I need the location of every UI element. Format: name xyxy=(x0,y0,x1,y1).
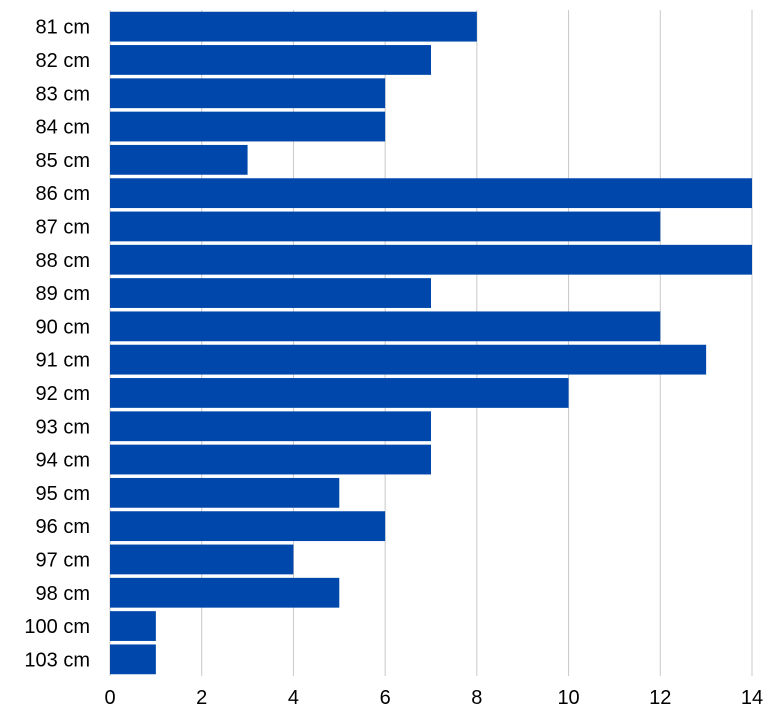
bar xyxy=(110,211,661,242)
x-tick-label: 6 xyxy=(380,687,391,709)
bar xyxy=(110,45,431,75)
bar xyxy=(110,577,340,608)
bar xyxy=(110,477,340,508)
category-label: 100 cm xyxy=(24,616,90,638)
x-tick-label: 14 xyxy=(741,687,763,709)
category-label: 87 cm xyxy=(36,216,90,238)
category-label: 84 cm xyxy=(36,117,90,139)
category-label: 98 cm xyxy=(36,583,90,605)
category-labels: 81 cm 82 cm 83 cm 84 cm 85 cm 86 cm 87 cm 88 cm… xyxy=(24,17,90,672)
category-label: 82 cm xyxy=(36,50,90,72)
bar xyxy=(110,11,477,42)
grid-lines xyxy=(109,10,753,676)
category-label: 92 cm xyxy=(36,383,90,405)
bar xyxy=(110,644,156,675)
bar xyxy=(110,544,294,575)
x-tick-label: 8 xyxy=(471,687,482,709)
category-label: 89 cm xyxy=(36,283,90,305)
bar xyxy=(110,611,156,641)
category-label: 83 cm xyxy=(36,83,90,105)
category-label: 93 cm xyxy=(36,416,90,438)
bar xyxy=(110,111,386,142)
bar xyxy=(110,278,431,308)
x-axis-ticks: 0 2 4 6 8 10 12 14 xyxy=(104,687,763,709)
x-tick-label: 2 xyxy=(196,687,207,709)
category-label: 94 cm xyxy=(36,450,90,472)
category-label: 86 cm xyxy=(36,183,90,205)
category-label: 95 cm xyxy=(36,483,90,505)
category-label: 90 cm xyxy=(36,316,90,338)
x-tick-label: 12 xyxy=(649,687,671,709)
category-label: 81 cm xyxy=(36,17,90,39)
bar xyxy=(110,178,752,209)
bar xyxy=(110,244,752,275)
bar xyxy=(110,411,431,442)
bars xyxy=(110,11,752,675)
x-tick-label: 0 xyxy=(104,687,115,709)
x-tick-label: 4 xyxy=(288,687,299,709)
bar xyxy=(110,144,248,175)
category-label: 97 cm xyxy=(36,549,90,571)
category-label: 103 cm xyxy=(24,649,90,671)
bar xyxy=(110,378,569,408)
category-label: 91 cm xyxy=(36,350,90,372)
x-tick-label: 10 xyxy=(557,687,579,709)
category-label: 85 cm xyxy=(36,150,90,172)
category-label: 88 cm xyxy=(36,250,90,272)
category-label: 96 cm xyxy=(36,516,90,538)
bar xyxy=(110,444,431,475)
bar xyxy=(110,311,661,342)
bar xyxy=(110,78,386,109)
bar xyxy=(110,344,707,375)
bar xyxy=(110,511,386,542)
